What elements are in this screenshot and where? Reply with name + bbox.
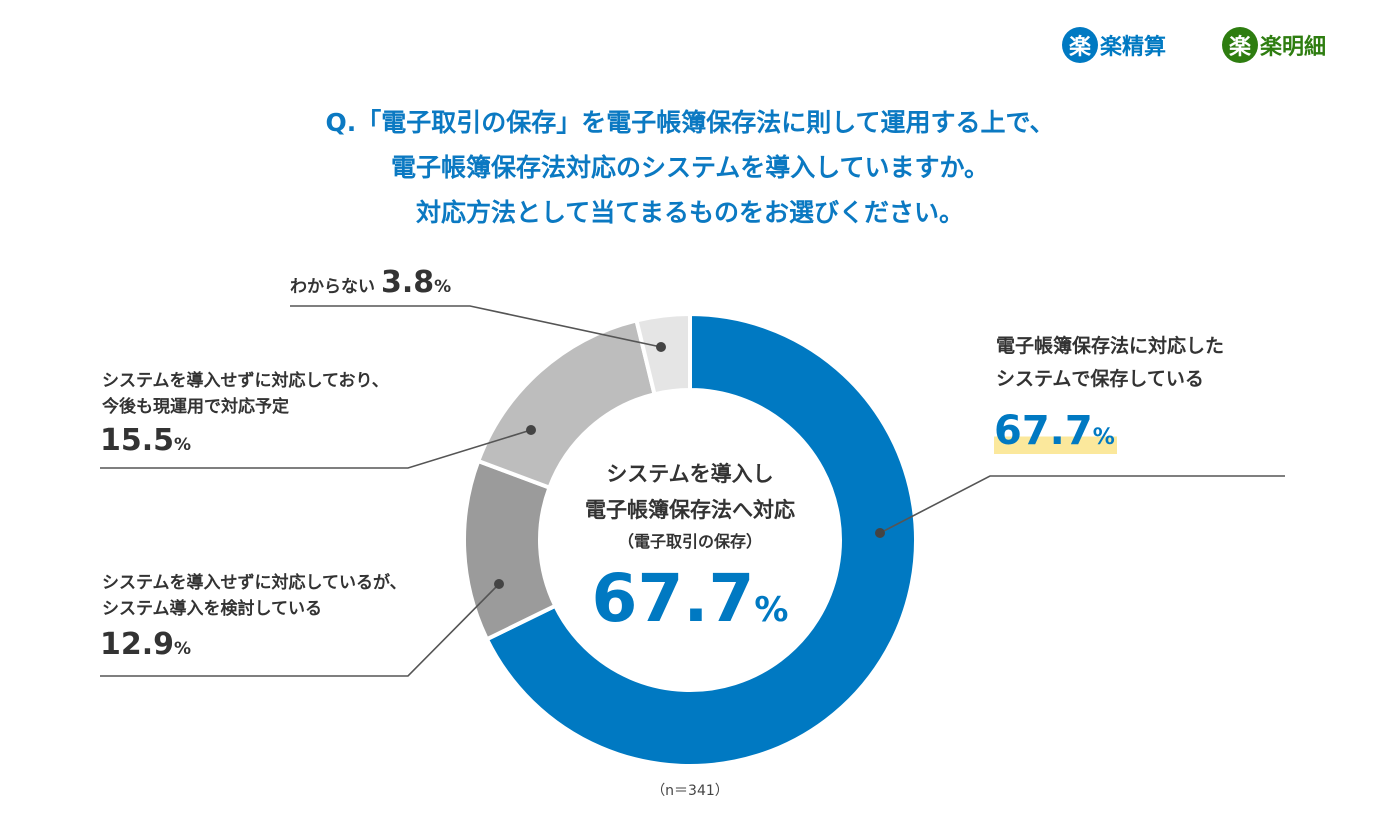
leader-dot-1 [494,579,504,589]
percent-sign: % [434,277,452,297]
slice-label-3: わからない 3.8% [290,268,452,300]
label-line: わからない [290,277,375,297]
center-value: 67.7% [540,560,840,637]
leader-dot-0 [875,528,885,538]
logo-text: 楽明細 [1260,35,1327,60]
label-line: 電子帳簿保存法に対応した [996,335,1225,357]
value-number: 3.8 [381,265,435,300]
leader-dot-3 [656,342,666,352]
value-number: 67.7 [994,408,1093,454]
center-value-number: 67.7 [591,560,755,637]
title-line: 電子帳簿保存法対応のシステムを導入していますか。 [390,153,989,182]
slice-label-0: 電子帳簿保存法に対応した システムで保存している [996,330,1224,396]
slice-value-3: 3.8% [381,268,452,300]
center-line: （電子取引の保存） [617,532,762,551]
title-line: 対応方法として当てまるものをお選びください。 [415,198,964,227]
logo-mark: 楽 [1222,27,1258,63]
logo-mark: 楽 [1062,27,1098,63]
rakuraku-seisan-logo: 楽 楽精算 [1062,27,1166,63]
leader-line-0 [879,475,1285,534]
label-line: 今後も現運用で対応予定 [102,397,289,417]
center-line: システムを導入し [606,462,774,486]
value-number: 12.9 [100,627,175,662]
rakuraku-meisai-logo: 楽 楽明細 [1222,27,1326,63]
logo-text: 楽精算 [1100,35,1167,60]
slice-label-2: システムを導入せずに対応しており、 今後も現運用で対応予定 [102,368,389,420]
label-line: システム導入を検討している [102,599,322,619]
slice-value-1: 12.9% [100,627,191,662]
label-line: システムを導入せずに対応しており、 [102,371,389,391]
label-line: システムを導入せずに対応しているが、 [102,573,407,593]
center-percent: % [754,590,789,630]
label-line: システムで保存している [996,368,1204,390]
donut-slice-3 [634,311,692,397]
percent-sign: % [1092,425,1115,450]
sample-size-note: （n＝341） [651,783,729,799]
center-line: 電子帳簿保存法へ対応 [585,498,795,522]
leader-line-3 [290,305,662,348]
leader-line-1 [100,583,500,677]
percent-sign: % [174,435,192,455]
leader-line-2 [100,429,532,469]
leader-dot-2 [526,425,536,435]
percent-sign: % [174,639,192,659]
slice-label-1: システムを導入せずに対応しているが、 システム導入を検討している [102,570,407,622]
donut-slice-0 [484,311,918,768]
title-line: Q.「電子取引の保存」を電子帳簿保存法に則して運用する上で、 [325,108,1055,137]
value-number: 15.5 [100,423,175,458]
question-title: Q.「電子取引の保存」を電子帳簿保存法に則して運用する上で、 電子帳簿保存法対応… [0,100,1380,235]
slice-value-0: 67.7% [994,408,1117,454]
center-label: システムを導入し 電子帳簿保存法へ対応 （電子取引の保存） [540,456,840,556]
slice-value-2: 15.5% [100,423,191,458]
